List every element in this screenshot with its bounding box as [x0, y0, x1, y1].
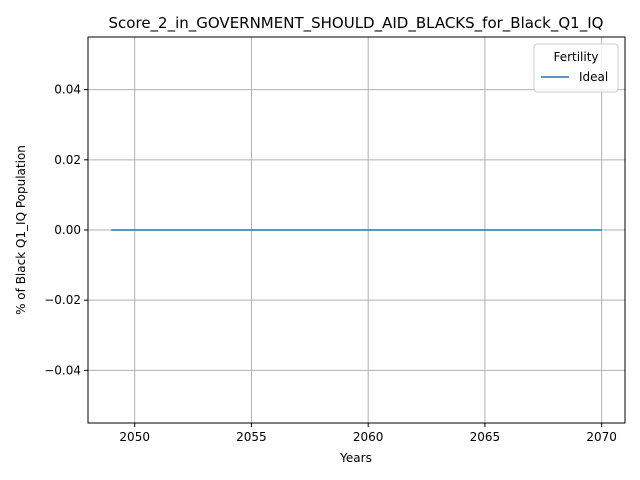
- chart-title: Score_2_in_GOVERNMENT_SHOULD_AID_BLACKS_…: [109, 14, 604, 33]
- x-axis-label: Years: [339, 451, 372, 465]
- y-tick-label: 0.02: [54, 153, 81, 167]
- x-tick-label: 2055: [236, 430, 267, 444]
- y-tick-label: −0.04: [44, 363, 81, 377]
- x-tick-label: 2060: [353, 430, 384, 444]
- x-axis-ticks: 2050 2055 2060 2065 2070: [119, 423, 617, 444]
- legend: Fertility Ideal: [533, 43, 619, 93]
- y-tick-label: 0.04: [54, 83, 81, 97]
- x-tick-label: 2065: [470, 430, 501, 444]
- x-tick-label: 2070: [586, 430, 617, 444]
- y-axis-ticks: −0.04 −0.02 0.00 0.02 0.04: [44, 83, 88, 377]
- legend-label-ideal: Ideal: [579, 70, 608, 84]
- x-tick-label: 2050: [119, 430, 150, 444]
- y-tick-label: −0.02: [44, 293, 81, 307]
- legend-box: [533, 43, 619, 93]
- y-tick-label: 0.00: [54, 223, 81, 237]
- legend-title: Fertility: [553, 50, 598, 64]
- y-axis-label: % of Black Q1_IQ Population: [14, 145, 28, 315]
